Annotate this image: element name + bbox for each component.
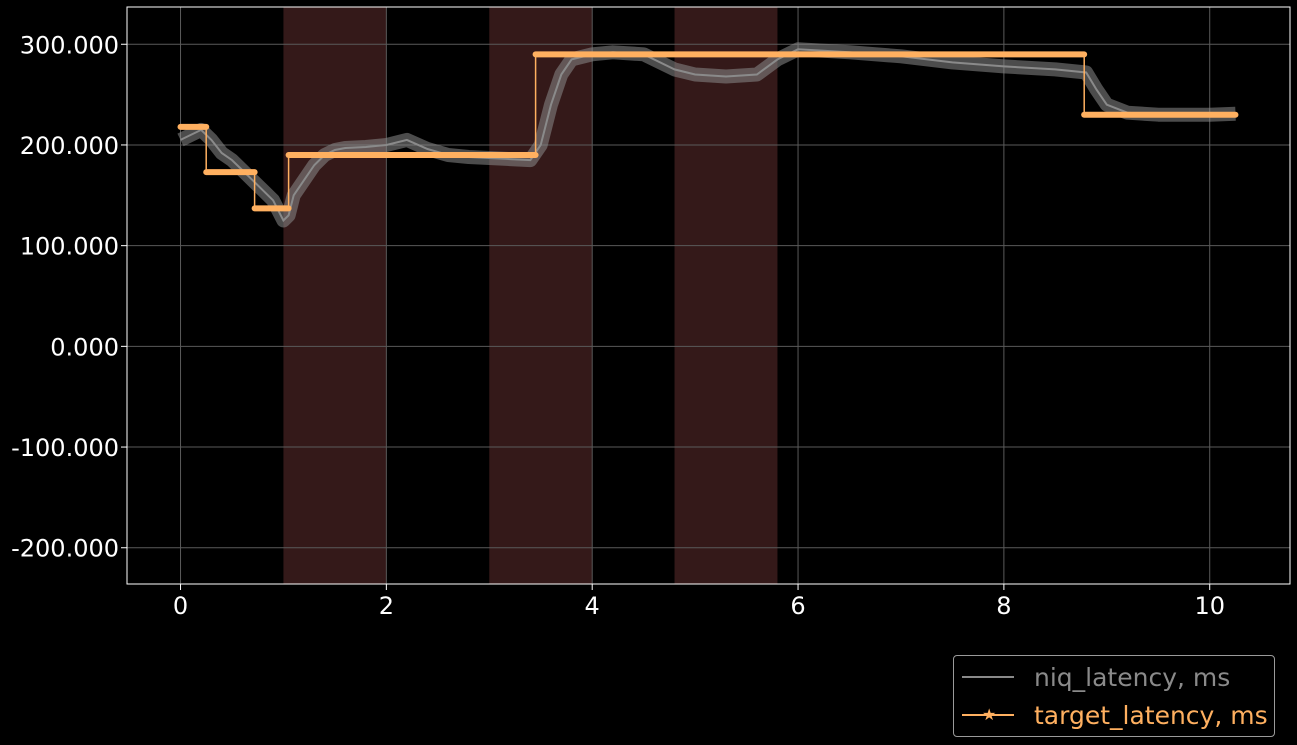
shaded-regions: [283, 7, 778, 584]
legend-label-target-latency: target_latency, ms: [1034, 700, 1268, 730]
x-tick-label: 2: [379, 592, 394, 620]
y-tick-label: -200.000: [11, 535, 119, 563]
legend-label-niq-latency: niq_latency, ms: [1034, 662, 1231, 692]
y-tick-label: 300.000: [20, 31, 119, 59]
y-tick-label: 0.000: [50, 333, 119, 361]
series-line-niq-latency: [180, 48, 1236, 223]
series-layer: [177, 42, 1239, 228]
x-tick-label: 6: [790, 592, 805, 620]
legend: niq_latency, ms ★ target_latency, ms: [953, 655, 1275, 737]
y-tick-label: -100.000: [11, 434, 119, 462]
shaded-region-3: [674, 7, 778, 584]
x-tick-label: 10: [1194, 592, 1225, 620]
y-tick-label: 200.000: [20, 132, 119, 160]
x-tick-label: 0: [173, 592, 188, 620]
x-tick-label: 8: [996, 592, 1011, 620]
legend-swatch-niq-latency: [962, 667, 1014, 687]
grid: [127, 7, 1290, 584]
series-line-target-latency: [180, 53, 1236, 210]
star-marker-icon: ★: [982, 705, 997, 724]
plot-frame: [126, 6, 1291, 585]
legend-entry-target-latency: ★ target_latency, ms: [962, 698, 1268, 732]
legend-swatch-target-latency: ★: [962, 705, 1014, 725]
y-tick-label: 100.000: [20, 233, 119, 261]
x-tick-label: 4: [585, 592, 600, 620]
legend-entry-niq-latency: niq_latency, ms: [962, 660, 1230, 694]
shaded-region-1: [283, 7, 387, 584]
shaded-region-2: [489, 7, 593, 584]
tick-labels: 0 2 4 6 8 10 -200.000 -100.000 0.000 100.000 200.0…: [11, 31, 1225, 620]
